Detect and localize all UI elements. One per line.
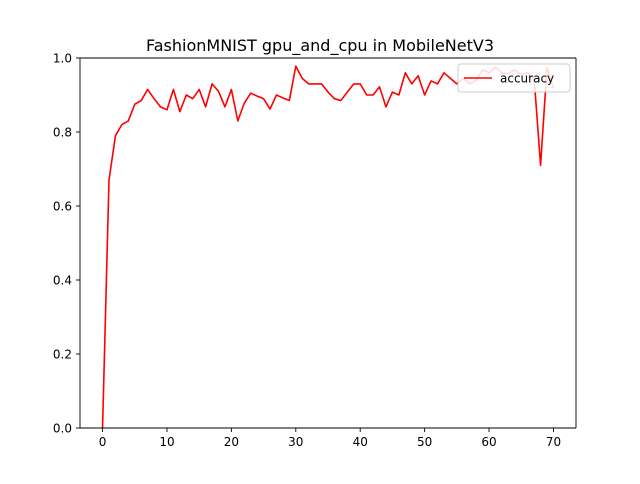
x-tick-label: 40 [353,435,368,449]
x-tick-label: 60 [481,435,496,449]
x-tick-label: 70 [546,435,561,449]
x-tick-label: 20 [224,435,239,449]
y-tick-label: 0.2 [53,348,72,362]
y-tick-label: 0.0 [53,422,72,436]
legend: accuracy [458,64,570,92]
y-tick-label: 0.6 [53,200,72,214]
x-tick-label: 10 [159,435,174,449]
y-tick-label: 0.8 [53,126,72,140]
plot-area [80,58,576,428]
x-tick-label: 0 [99,435,107,449]
x-tick-label: 30 [288,435,303,449]
legend-label: accuracy [500,72,554,86]
chart-title: FashionMNIST gpu_and_cpu in MobileNetV3 [146,36,494,56]
y-tick-label: 1.0 [53,52,72,66]
x-tick-label: 50 [417,435,432,449]
plot-background [80,58,576,428]
y-tick-label: 0.4 [53,274,72,288]
